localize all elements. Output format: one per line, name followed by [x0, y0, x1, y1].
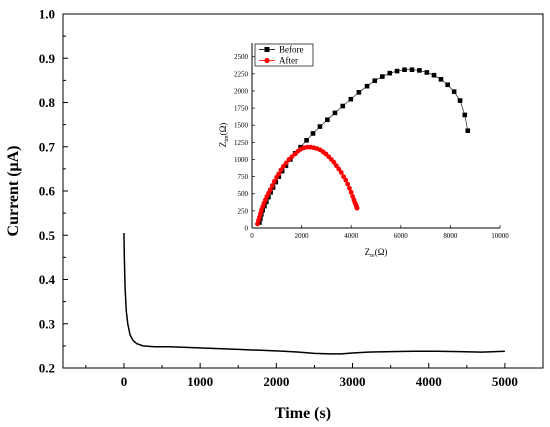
inset-after-point	[331, 159, 337, 165]
inset-x-axis: 0 2000 4000 6000 8000 10000	[250, 225, 509, 240]
inset-y-tick-label: 1500	[234, 122, 249, 130]
inset-series	[255, 67, 471, 227]
inset-after-point	[336, 166, 342, 172]
main-x-tick-label: 4000	[416, 374, 442, 389]
inset-before-line	[259, 69, 469, 223]
inset-y-tick-label: 1000	[234, 156, 249, 164]
inset-before-point	[394, 68, 400, 74]
inset-after-point	[343, 177, 349, 183]
main-y-tick-label: 0.4	[39, 272, 56, 287]
inset-y-axis-title: Zim(Ω)	[218, 123, 230, 148]
inset-before-point	[409, 67, 415, 73]
main-y-tick-label: 1.0	[39, 7, 55, 22]
inset-after-point	[341, 174, 346, 180]
inset-y-tick-label: 2500	[234, 53, 249, 61]
main-y-tick-label: 0.9	[39, 51, 56, 66]
inset-y-tick-label: 0	[245, 225, 249, 233]
current-series-line	[123, 233, 505, 355]
inset-after-point	[354, 205, 360, 211]
inset-y-tick-label: 250	[238, 207, 249, 215]
inset-before-point	[356, 90, 362, 95]
inset-x-tick-label: 4000	[344, 232, 359, 240]
inset-x-axis-title: Zre(Ω)	[365, 247, 388, 259]
inset-after-point	[348, 189, 354, 195]
main-x-axis: 0 1000 2000 3000 4000 5000	[85, 363, 544, 389]
inset-after-point	[269, 183, 275, 188]
inset-after-point	[276, 171, 282, 177]
inset-before-point	[364, 83, 370, 89]
inset-y-tick-label: 2250	[234, 70, 249, 78]
main-y-tick-label: 0.5	[39, 228, 56, 243]
inset-before-point	[283, 163, 289, 168]
inset-x-tick-label: 0	[250, 232, 254, 240]
main-y-axis-title: Current (μA)	[5, 146, 22, 237]
inset-y-tick-label: 2000	[234, 87, 249, 95]
inset-after-point	[347, 185, 352, 191]
inset-after-point	[345, 181, 351, 187]
inset-legend: Before After	[254, 43, 314, 67]
inset-after-point	[338, 170, 344, 175]
inset-after-point	[271, 179, 277, 184]
inset-before-point	[445, 82, 450, 88]
legend-after-label: After	[279, 56, 298, 66]
inset-after-point	[278, 167, 284, 173]
main-x-tick-label: 1000	[187, 374, 213, 389]
main-y-tick-label: 0.8	[39, 95, 56, 110]
inset-chart: 0 250 500 750 1000 1250 1500 1750 2000 2250 2500 0…	[218, 43, 509, 259]
main-x-tick-label: 0	[121, 374, 128, 389]
inset-y-tick-label: 500	[238, 190, 249, 198]
main-x-tick-label: 2000	[263, 374, 289, 389]
inset-before-point	[372, 78, 378, 83]
inset-after-point	[281, 163, 286, 169]
legend-after-marker	[264, 57, 270, 64]
main-x-tick-label: 5000	[492, 374, 518, 389]
inset-before-point	[380, 74, 385, 79]
main-x-tick-label: 3000	[340, 374, 366, 389]
main-chart: 0.2 0.3 0.4 0.5 0.6 0.7 0.8 0.9 1.0 0 1000 2000 300…	[5, 7, 544, 422]
main-y-tick-label: 0.3	[39, 316, 56, 331]
legend-before-label: Before	[279, 45, 304, 55]
main-y-tick-label: 0.6	[39, 184, 56, 199]
inset-after-point	[283, 160, 289, 166]
inset-before-point	[348, 96, 354, 102]
main-plot-frame	[62, 13, 544, 369]
main-y-axis: 0.2 0.3 0.4 0.5 0.6 0.7 0.8 0.9 1.0	[39, 7, 68, 376]
inset-before-point	[451, 89, 457, 94]
inset-x-tick-label: 6000	[394, 232, 409, 240]
inset-y-tick-label: 1750	[234, 105, 249, 113]
main-y-tick-label: 0.7	[39, 139, 56, 154]
inset-y-axis: 0 250 500 750 1000 1250 1500 1750 2000 2250 2500	[234, 53, 255, 233]
inset-before-point	[457, 98, 463, 103]
inset-before-point	[387, 70, 393, 76]
main-y-tick-label: 0.2	[39, 361, 55, 376]
inset-before-point	[340, 103, 346, 109]
inset-y-tick-label: 750	[238, 173, 249, 181]
inset-after-point	[267, 187, 273, 193]
inset-x-tick-label: 8000	[443, 232, 458, 240]
inset-before-point	[424, 70, 430, 75]
inset-before-point	[431, 72, 437, 78]
inset-x-tick-label: 10000	[491, 232, 509, 240]
inset-before-point	[325, 117, 330, 123]
inset-before-point	[462, 112, 468, 118]
inset-before-point	[317, 124, 323, 129]
inset-before-point	[465, 128, 471, 133]
inset-x-tick-label: 2000	[295, 232, 310, 240]
inset-after-point	[274, 174, 279, 180]
inset-before-point	[438, 77, 444, 82]
inset-before-point	[304, 138, 309, 143]
inset-before-point	[402, 67, 407, 73]
legend-before-marker	[264, 47, 270, 52]
inset-before-point	[332, 110, 338, 116]
inset-after-point	[333, 163, 339, 169]
main-x-axis-title: Time (s)	[275, 405, 331, 422]
inset-y-tick-label: 1250	[234, 139, 249, 147]
inset-before-point	[417, 68, 422, 73]
inset-before-point	[310, 131, 316, 136]
